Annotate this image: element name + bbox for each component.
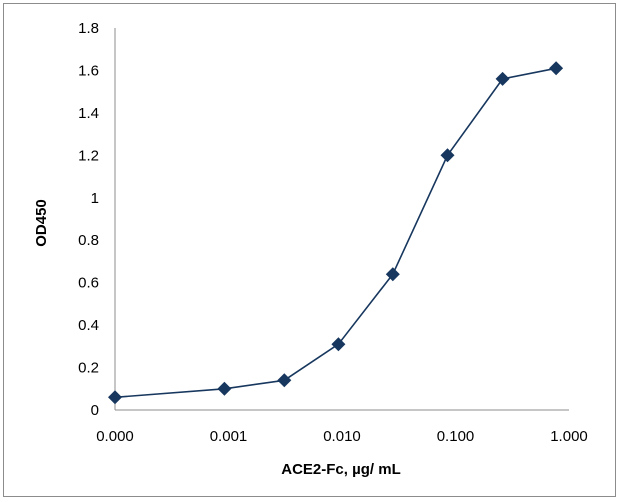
y-axis-title: OD450 [33, 199, 50, 247]
x-tick-label: 0.100 [437, 428, 475, 445]
data-point-marker [495, 71, 510, 86]
series-line [114, 67, 557, 399]
y-tick-label: 1.4 [78, 105, 99, 122]
x-tick-label: 0.010 [323, 428, 361, 445]
y-tick-label: 1.2 [78, 147, 99, 164]
series [108, 61, 564, 405]
y-tick-label: 0.8 [78, 232, 99, 249]
x-tick-label: 0.000 [96, 428, 134, 445]
y-axis-ticks: 0 0.2 0.4 0.6 0.8 1 1.2 1.4 1.6 1.8 [78, 20, 99, 419]
y-tick-label: 0.2 [78, 360, 99, 377]
data-point-marker [385, 267, 400, 282]
axes [114, 28, 569, 411]
data-point-marker [549, 61, 564, 76]
data-point-marker [108, 390, 122, 405]
x-axis-title: ACE2-Fc, µg/ mL [281, 461, 401, 478]
x-tick-label: 1.000 [550, 428, 588, 445]
chart-frame [3, 3, 616, 497]
y-tick-label: 0 [91, 402, 99, 419]
y-tick-label: 0.4 [78, 317, 99, 334]
data-point-marker [217, 381, 232, 396]
y-tick-label: 1.6 [78, 62, 99, 79]
x-tick-label: 0.001 [210, 428, 248, 445]
y-tick-label: 1 [91, 190, 99, 207]
data-point-marker [277, 373, 292, 388]
data-point-marker [331, 337, 346, 352]
y-tick-label: 0.6 [78, 275, 99, 292]
x-axis-ticks: 0.000 0.001 0.010 0.100 1.000 [96, 428, 588, 445]
data-point-marker [440, 148, 455, 163]
y-tick-label: 1.8 [78, 20, 99, 37]
